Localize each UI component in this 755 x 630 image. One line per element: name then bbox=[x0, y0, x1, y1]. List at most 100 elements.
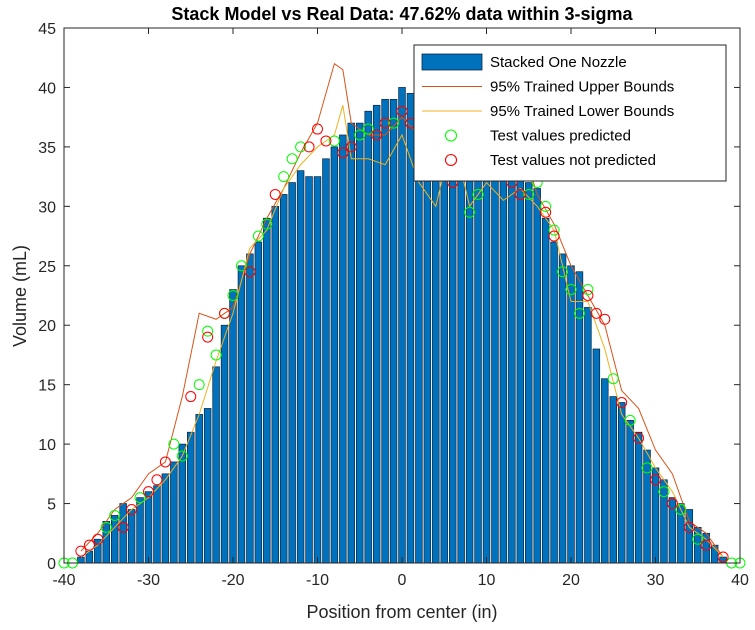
bar-16 bbox=[533, 188, 541, 564]
y-tick-label: 15 bbox=[38, 378, 56, 395]
predicted-point bbox=[176, 450, 188, 462]
bar-9 bbox=[474, 146, 482, 564]
not-predicted-point bbox=[514, 188, 526, 200]
bar--28 bbox=[161, 473, 170, 564]
bar-11 bbox=[491, 158, 499, 564]
bar-15 bbox=[525, 182, 533, 564]
predicted-point bbox=[692, 533, 704, 545]
predicted-point bbox=[607, 373, 619, 385]
predicted-point bbox=[472, 188, 484, 200]
not-predicted-point bbox=[244, 266, 256, 278]
not-predicted-point bbox=[143, 486, 154, 498]
x-tick-label: 0 bbox=[398, 572, 407, 589]
not-predicted-point bbox=[126, 504, 138, 515]
bar-24 bbox=[601, 378, 609, 564]
predicted-point bbox=[540, 200, 552, 212]
not-predicted-point bbox=[337, 147, 349, 159]
bar--29 bbox=[153, 485, 161, 564]
predicted-point bbox=[202, 325, 214, 337]
bar--7 bbox=[339, 134, 347, 564]
predicted-point bbox=[328, 135, 340, 147]
bar--5 bbox=[356, 122, 364, 564]
x-tick-label: 20 bbox=[562, 572, 580, 589]
bar--21 bbox=[220, 324, 229, 564]
not-predicted-point bbox=[83, 539, 95, 551]
not-predicted-point bbox=[379, 117, 391, 129]
legend-swatch-marker bbox=[444, 153, 458, 167]
legend: Stacked One Nozzle 95% Trained Upper Boun… bbox=[413, 44, 727, 182]
not-predicted-point bbox=[650, 474, 661, 486]
predicted-point bbox=[252, 230, 264, 242]
bar--6 bbox=[347, 122, 356, 564]
y-tick-label: 45 bbox=[38, 21, 56, 38]
not-predicted-point bbox=[590, 307, 602, 319]
x-tick-label: 40 bbox=[731, 572, 749, 589]
not-predicted-point bbox=[219, 307, 231, 319]
predicted-point bbox=[464, 206, 476, 218]
bar-14 bbox=[516, 176, 525, 564]
y-tick-label: 0 bbox=[47, 556, 56, 573]
not-predicted-point bbox=[371, 129, 383, 141]
upper-bound-line bbox=[80, 62, 724, 558]
predicted-point bbox=[624, 414, 636, 426]
bar-29 bbox=[643, 449, 651, 564]
bar--23 bbox=[203, 408, 212, 564]
bar-26 bbox=[617, 402, 626, 564]
legend-entry-label: Test values not predicted bbox=[490, 152, 656, 169]
legend-entry-label: 95% Trained Lower Bounds bbox=[490, 103, 674, 120]
bar--13 bbox=[288, 182, 296, 564]
predicted-point bbox=[548, 224, 560, 236]
bar-30 bbox=[651, 467, 660, 564]
bar--30 bbox=[144, 491, 153, 564]
y-tick-label: 25 bbox=[38, 259, 56, 276]
not-predicted-point bbox=[540, 206, 552, 218]
bar--10 bbox=[313, 176, 322, 564]
bar--22 bbox=[212, 366, 220, 564]
bar--31 bbox=[136, 497, 144, 564]
chart-title: Stack Model vs Real Data: 47.62% data wi… bbox=[171, 4, 633, 24]
bar--18 bbox=[246, 253, 254, 564]
x-tick-label: -20 bbox=[221, 572, 244, 589]
predicted-point bbox=[675, 504, 687, 515]
bar-21 bbox=[575, 271, 584, 564]
predicted-point bbox=[278, 171, 290, 183]
x-axis-title: Position from center (in) bbox=[306, 602, 497, 622]
not-predicted-point bbox=[159, 456, 171, 468]
bar--33 bbox=[119, 503, 127, 564]
not-predicted-point bbox=[633, 432, 645, 444]
bar-28 bbox=[634, 431, 643, 564]
not-predicted-point bbox=[75, 545, 87, 557]
bar-34 bbox=[685, 509, 694, 564]
bar--25 bbox=[187, 431, 195, 564]
predicted-point bbox=[641, 462, 653, 474]
bar-25 bbox=[609, 396, 617, 564]
x-tick-label: 30 bbox=[647, 572, 665, 589]
bar--24 bbox=[195, 414, 203, 564]
legend-entry-label: Test values predicted bbox=[490, 128, 631, 145]
bar-18 bbox=[550, 241, 558, 564]
predicted-point bbox=[354, 129, 366, 141]
bar--19 bbox=[237, 265, 246, 564]
bar-10 bbox=[482, 152, 491, 564]
predicted-point bbox=[235, 260, 247, 272]
legend-entry-label: Stacked One Nozzle bbox=[490, 54, 627, 71]
bar--4 bbox=[364, 110, 372, 564]
not-predicted-point bbox=[717, 551, 729, 563]
not-predicted-point bbox=[151, 474, 163, 486]
predicted-point bbox=[227, 290, 239, 301]
y-tick-label: 30 bbox=[38, 199, 56, 216]
bar--20 bbox=[229, 289, 237, 564]
not-predicted-point bbox=[117, 521, 129, 533]
bar--11 bbox=[305, 176, 313, 564]
predicted-point bbox=[573, 307, 585, 319]
predicted-point bbox=[362, 123, 374, 135]
not-predicted-point bbox=[396, 105, 408, 117]
not-predicted-point bbox=[599, 313, 611, 325]
bar--9 bbox=[322, 158, 330, 564]
x-tick-label: -10 bbox=[306, 572, 329, 589]
bar--38 bbox=[77, 556, 85, 564]
bar-1 bbox=[406, 93, 415, 564]
not-predicted-point bbox=[548, 230, 560, 242]
predicted-point bbox=[168, 438, 180, 450]
bar--12 bbox=[296, 170, 305, 564]
